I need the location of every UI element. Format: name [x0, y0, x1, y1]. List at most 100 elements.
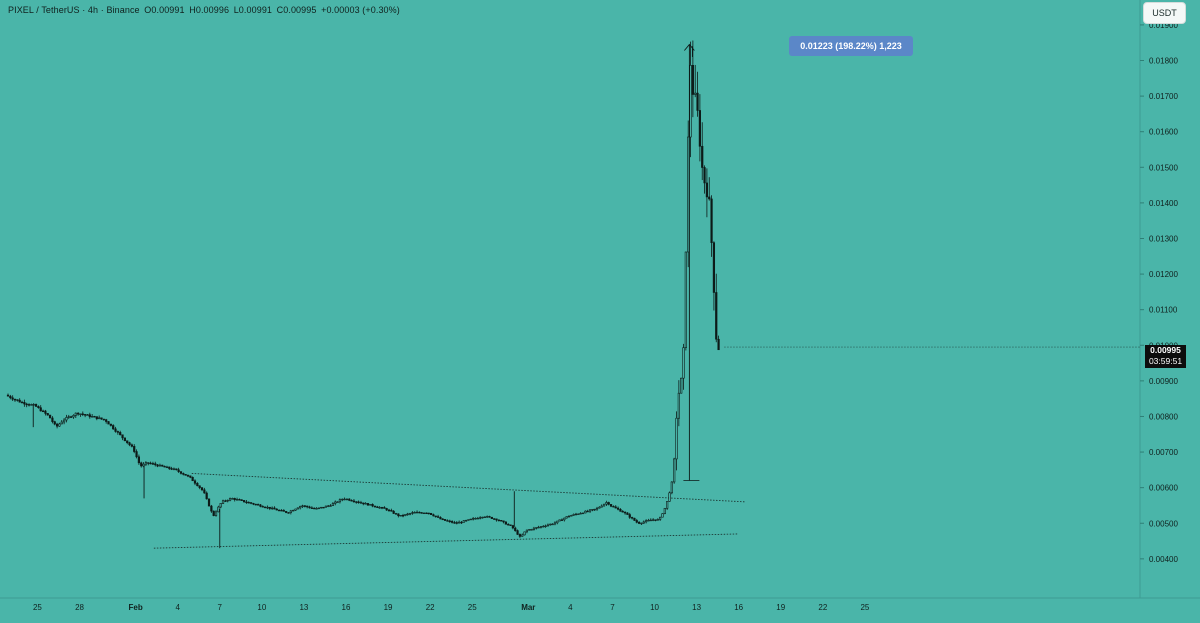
candle-body [156, 464, 159, 467]
symbol-label[interactable]: PIXEL / TetherUS · 4h · Binance [8, 5, 140, 15]
candle-body [338, 499, 342, 503]
time-axis[interactable]: 25 28 Feb 4 7 10 13 16 19 22 25 Mar 4 7 10 13 16 19 22 25 [33, 603, 870, 612]
candle-body [647, 519, 650, 522]
candle-body [79, 413, 82, 415]
candle-body [355, 501, 358, 503]
currency-button[interactable]: USDT [1143, 2, 1186, 24]
candle-body [383, 507, 386, 509]
candle-body [579, 512, 582, 515]
candle-body [137, 456, 140, 464]
candle-body [687, 136, 690, 253]
measure-label[interactable]: 0.01223 (198.22%) 1,223 [789, 36, 913, 56]
candle-body [219, 503, 222, 508]
time-tick-label: 13 [299, 603, 308, 612]
candle-body [490, 516, 493, 519]
candle-body [357, 501, 360, 504]
candle-body [411, 512, 414, 514]
candle-body [9, 395, 12, 399]
price-axis[interactable]: 0.01900 0.01800 0.01700 0.01600 0.01500 0.014… [1140, 21, 1178, 564]
candle-body [446, 520, 449, 522]
candle-body [656, 519, 659, 521]
candle-body [441, 518, 444, 521]
candle-body [109, 423, 112, 426]
candle-body [116, 431, 119, 433]
candle-body [240, 499, 243, 501]
candle-body [13, 398, 17, 401]
price-tick-label: 0.01300 [1149, 234, 1178, 243]
candle-body [217, 506, 220, 513]
candle-body [460, 521, 463, 524]
price-tick-label: 0.00600 [1149, 484, 1178, 493]
candle-body [271, 507, 274, 510]
candle-body [710, 198, 713, 243]
candle-body [451, 521, 454, 523]
candle-body [140, 462, 143, 467]
candle-body [23, 402, 26, 405]
candle-body [535, 527, 538, 529]
candle-body [25, 403, 28, 406]
plot-area[interactable] [6, 40, 1140, 549]
candle-body [231, 498, 234, 500]
candle-body [128, 442, 131, 446]
candle-body [640, 522, 643, 525]
candle-body [154, 463, 157, 466]
candle-body [691, 65, 694, 95]
candle-body [675, 417, 678, 460]
candle-body [429, 512, 433, 515]
time-tick-label: 16 [734, 603, 743, 612]
candle-body [628, 514, 631, 518]
time-tick-label: 22 [818, 603, 827, 612]
candle-body [408, 513, 412, 515]
candle-body [607, 502, 610, 505]
candle-body [500, 520, 503, 522]
price-tick-label: 0.01100 [1149, 306, 1178, 315]
candle-body [364, 503, 367, 505]
bar-countdown: 03:59:51 [1148, 356, 1183, 366]
candle-body [296, 507, 299, 510]
candle-body [406, 513, 409, 515]
candle-body [58, 423, 61, 427]
candle-body [572, 514, 575, 516]
candle-body [60, 421, 63, 425]
candle-body [126, 440, 129, 443]
low-value: L0.00991 [233, 5, 273, 15]
candle-body [175, 468, 178, 471]
candle-body [537, 526, 540, 529]
candle-body [98, 417, 101, 420]
time-tick-label: Mar [521, 603, 535, 612]
candle-body [84, 414, 87, 416]
candle-body [574, 513, 578, 516]
measure-arrowhead [684, 43, 695, 51]
candle-body [418, 511, 421, 514]
candle-body [207, 498, 211, 507]
candle-body [350, 500, 353, 502]
price-tick-label: 0.01700 [1149, 92, 1178, 101]
candle-body [392, 510, 395, 514]
candle-body [287, 512, 290, 514]
price-tick-label: 0.01500 [1149, 163, 1178, 172]
candle-body [523, 531, 526, 536]
candle-body [261, 506, 264, 508]
time-tick-label: 19 [384, 603, 393, 612]
candle-body [453, 522, 456, 524]
candle-body [65, 417, 68, 421]
time-tick-label: Feb [129, 603, 143, 612]
candle-body [600, 505, 603, 508]
candle-body [455, 522, 458, 524]
candle-body [621, 511, 624, 513]
candle-body [149, 462, 152, 465]
candle-body [694, 92, 697, 95]
candle-body [249, 502, 253, 504]
candle-body [661, 513, 664, 518]
candle-body [385, 508, 388, 511]
high-value: H0.00996 [189, 5, 230, 15]
candle-body [121, 434, 124, 439]
candle-body [626, 512, 629, 515]
trendline-upper[interactable] [191, 472, 746, 503]
time-tick-label: 25 [860, 603, 869, 612]
candle-body [292, 509, 295, 512]
candle-body [567, 515, 571, 518]
candle-body [163, 465, 166, 468]
candle-body [638, 521, 641, 524]
